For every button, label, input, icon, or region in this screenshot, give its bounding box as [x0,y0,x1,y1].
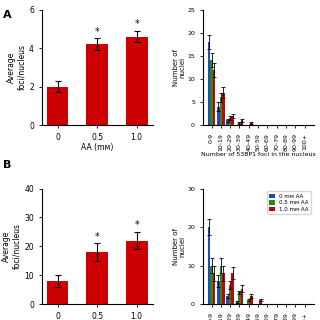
X-axis label: Number of 53BP1 foci in the nucleus: Number of 53BP1 foci in the nucleus [201,152,316,157]
Bar [217,281,220,304]
Bar [220,97,222,125]
Bar [238,123,241,125]
Text: A: A [3,10,12,20]
Bar [126,36,148,125]
Bar [226,296,229,304]
Bar [210,266,213,304]
Bar [208,227,210,304]
Bar [217,107,220,125]
Bar [250,123,253,125]
Bar [229,285,231,304]
Bar [47,281,68,304]
Bar [213,273,215,304]
Bar [222,273,225,304]
Bar [226,120,229,125]
Bar [86,44,108,125]
Y-axis label: Average
foci/nucleus: Average foci/nucleus [2,223,21,269]
Bar [241,120,244,125]
Bar [236,302,238,304]
Text: B: B [3,160,12,170]
Bar [260,300,262,304]
Y-axis label: Number of
nuclei: Number of nuclei [173,228,186,265]
Bar [210,60,213,125]
Bar [213,70,215,125]
Text: *: * [134,220,139,230]
Text: *: * [95,232,100,242]
Text: *: * [134,19,139,29]
Y-axis label: Number of
nuclei: Number of nuclei [173,49,186,86]
Bar [250,296,253,304]
Bar [231,116,234,125]
Bar [241,289,244,304]
Bar [208,42,210,125]
Bar [247,300,250,304]
Bar [47,87,68,125]
X-axis label: AA (mм): AA (mм) [81,143,113,152]
Bar [126,241,148,304]
Y-axis label: Average
foci/nucleus: Average foci/nucleus [7,44,26,90]
Bar [86,252,108,304]
Bar [229,118,231,125]
Bar [238,292,241,304]
Legend: 0 mм AA, 0.5 mм AA, 1.0 mм AA: 0 mм AA, 0.5 mм AA, 1.0 mм AA [267,191,311,214]
Text: *: * [95,27,100,36]
Bar [231,273,234,304]
Bar [222,93,225,125]
Bar [220,266,222,304]
